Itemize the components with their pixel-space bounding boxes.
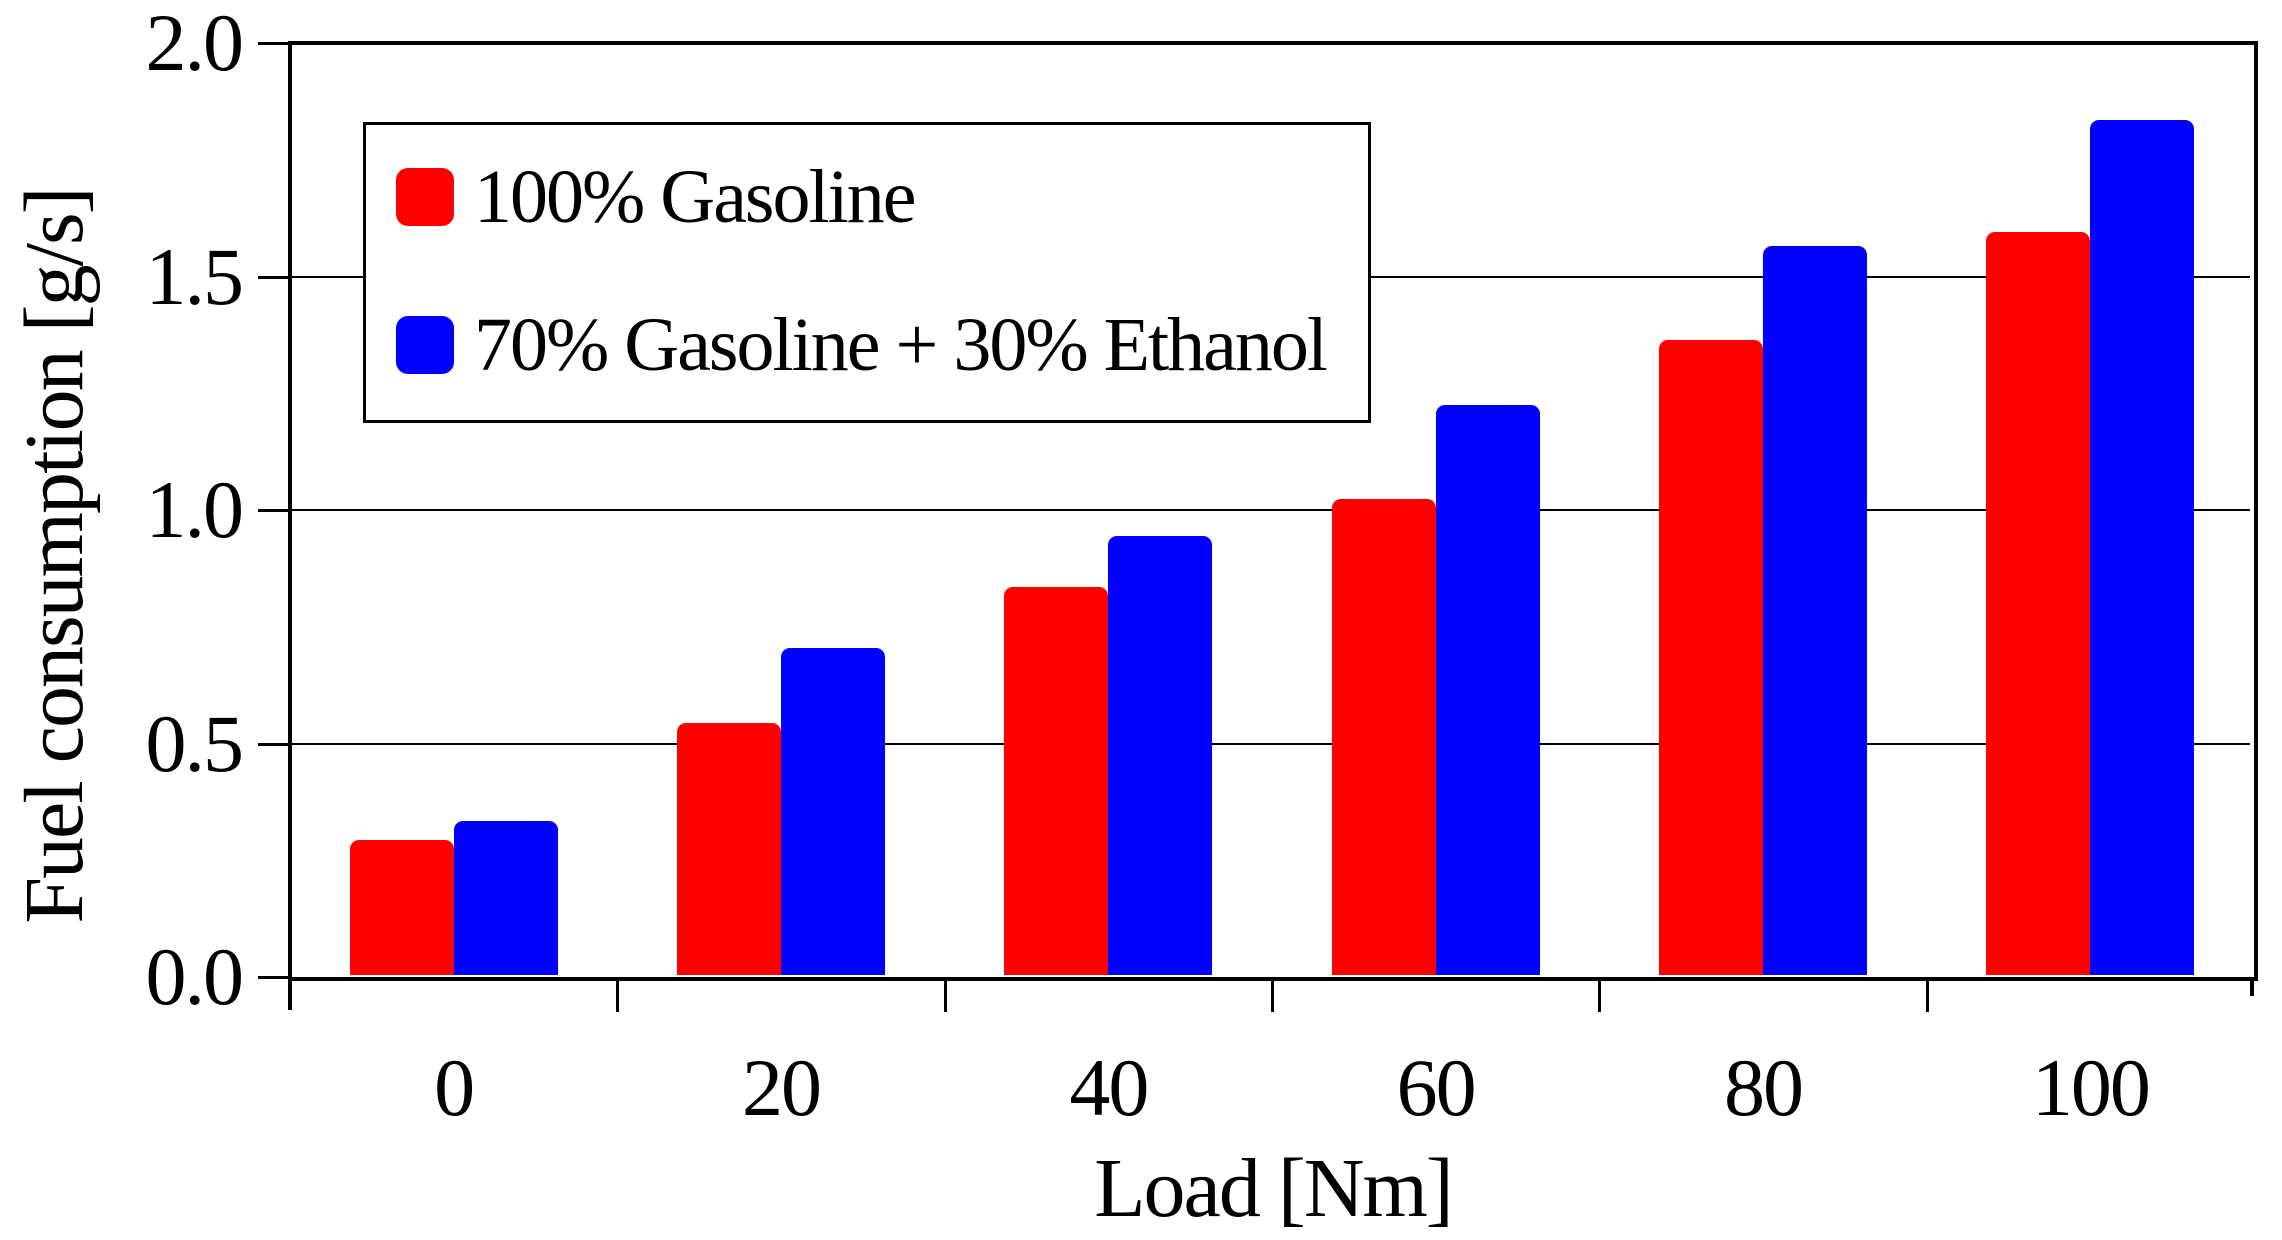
x-tick-3 xyxy=(1271,979,1274,1012)
bar-series1-cat20 xyxy=(781,648,885,975)
bar-series1-cat40 xyxy=(1108,536,1213,975)
y-tick-label-1.5: 1.5 xyxy=(145,230,245,322)
bar-series0-cat60 xyxy=(1331,498,1436,975)
legend-swatch-icon xyxy=(396,168,454,226)
x-tick-label-40: 40 xyxy=(1069,1042,1149,1133)
y-tick-label-1.0: 1.0 xyxy=(145,464,245,555)
bar-series0-cat40 xyxy=(1004,587,1109,975)
legend-swatch-icon xyxy=(396,316,454,374)
x-tick-label-80: 80 xyxy=(1724,1042,1804,1133)
y-tick-0.5 xyxy=(258,742,288,746)
bar-series0-cat80 xyxy=(1659,339,1763,975)
legend-label: 100% Gasoline xyxy=(474,155,916,239)
bar-series0-cat0 xyxy=(349,839,454,975)
x-tick-label-60: 60 xyxy=(1396,1042,1477,1133)
x-tick-label-100: 100 xyxy=(2031,1042,2151,1133)
y-tick-label-0.5: 0.5 xyxy=(145,697,245,789)
gridline-y-0.5 xyxy=(292,742,2250,745)
bar-series1-cat100 xyxy=(2090,120,2195,975)
bar-series1-cat80 xyxy=(1763,246,1867,975)
right-frame-extension xyxy=(2250,977,2254,996)
legend: 100% Gasoline 70% Gasoline + 30% Ethanol xyxy=(363,122,1371,423)
y-tick-label-2.0: 2.0 xyxy=(145,0,245,88)
bar-series1-cat60 xyxy=(1435,405,1540,975)
x-tick-4 xyxy=(1598,979,1602,1012)
y-axis-title: Fuel consumption [g/s] xyxy=(8,188,101,924)
legend-label: 70% Gasoline + 30% Ethanol xyxy=(474,303,1328,387)
y-tick-1 xyxy=(258,509,288,512)
y-tick-0 xyxy=(258,976,288,979)
bar-series0-cat20 xyxy=(677,722,781,975)
x-tick-label-20: 20 xyxy=(742,1042,822,1133)
legend-item-0: 100% Gasoline xyxy=(396,155,916,239)
bar-series0-cat100 xyxy=(1986,232,2091,975)
x-tick-label-0: 0 xyxy=(434,1042,475,1133)
x-tick-1 xyxy=(616,979,620,1012)
y-axis-extension xyxy=(288,977,292,1010)
x-axis-title: Load [Nm] xyxy=(1094,1142,1454,1235)
bar-series1-cat0 xyxy=(453,820,558,975)
y-tick-2 xyxy=(258,42,288,45)
gridline-y-1 xyxy=(292,509,2250,511)
y-tick-1.5 xyxy=(258,275,288,279)
x-tick-2 xyxy=(943,979,947,1012)
x-tick-5 xyxy=(1925,979,1929,1012)
legend-item-1: 70% Gasoline + 30% Ethanol xyxy=(396,303,1328,387)
y-tick-label-0.0: 0.0 xyxy=(145,931,245,1022)
